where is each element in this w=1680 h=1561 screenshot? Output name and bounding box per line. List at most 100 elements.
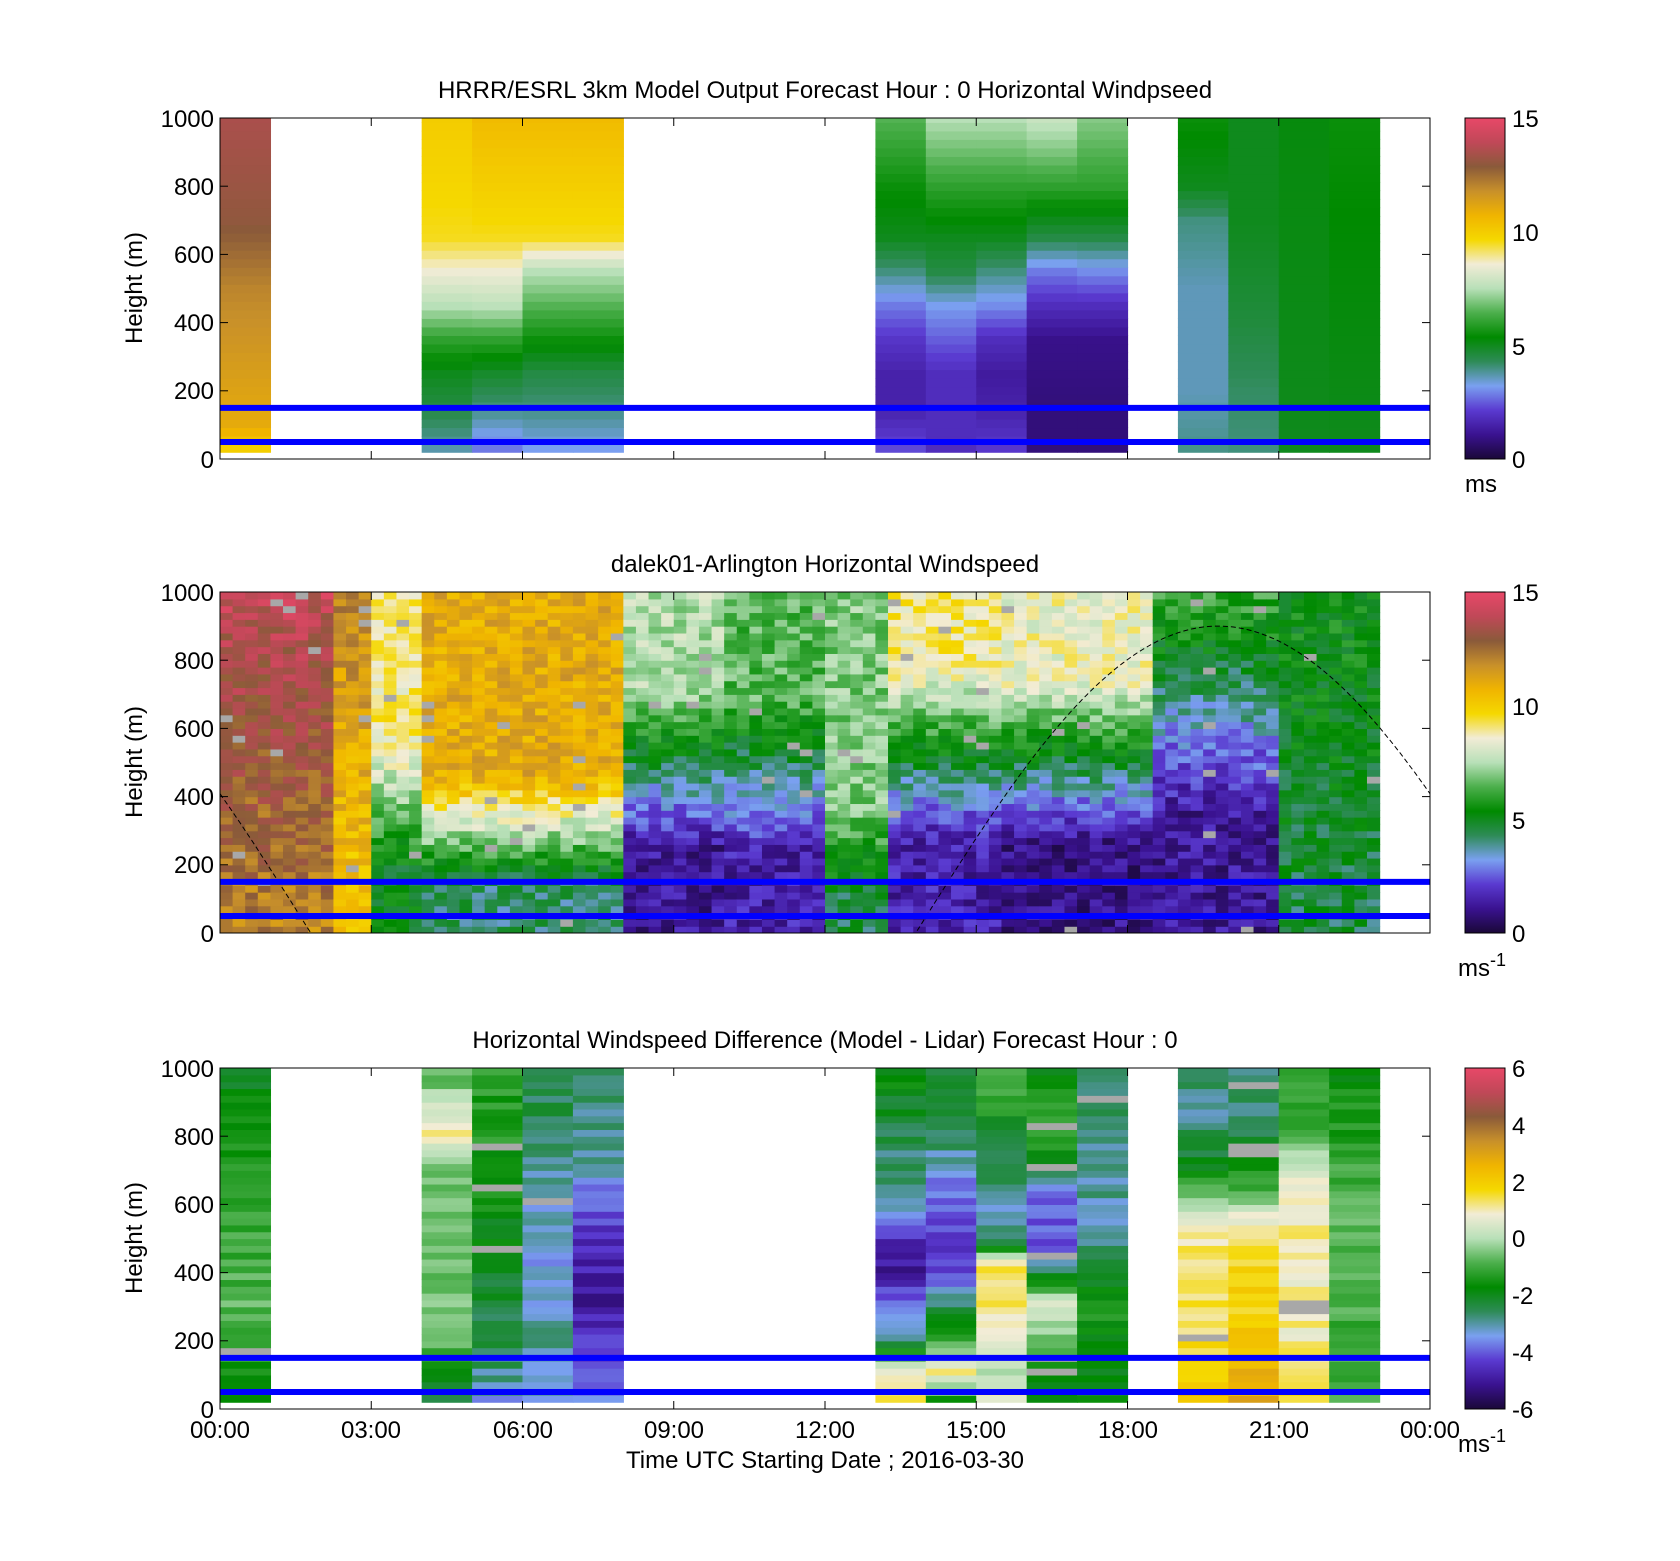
heatmap-cell	[1102, 673, 1116, 682]
heatmap-cell	[484, 769, 498, 777]
heatmap-cell	[396, 592, 410, 600]
heatmap-cell	[963, 646, 977, 654]
heatmap-cell	[1014, 885, 1028, 893]
heatmap-cell	[472, 639, 486, 648]
heatmap-cell	[724, 769, 738, 777]
heatmap-cell	[232, 748, 246, 757]
heatmap-cell	[875, 444, 927, 453]
heatmap-cell	[711, 592, 725, 600]
heatmap-cell	[1177, 837, 1192, 845]
heatmap-cell	[333, 598, 347, 607]
heatmap-cell	[396, 735, 410, 743]
heatmap-cell	[1064, 728, 1078, 736]
heatmap-cell	[1077, 817, 1091, 825]
heatmap-cell	[560, 721, 574, 729]
heatmap-cell	[308, 673, 322, 682]
heatmap-cell	[1152, 905, 1166, 914]
heatmap-cell	[1152, 776, 1166, 784]
heatmap-cell	[1329, 130, 1381, 140]
heatmap-cell	[1215, 612, 1229, 620]
heatmap-cell	[1177, 810, 1192, 818]
heatmap-cell	[925, 694, 940, 702]
heatmap-cell	[888, 851, 902, 859]
heatmap-cell	[1089, 626, 1103, 634]
heatmap-cell	[572, 769, 587, 777]
heatmap-cell	[409, 660, 423, 668]
heatmap-cell	[320, 721, 335, 729]
heatmap-cell	[1240, 653, 1255, 661]
heatmap-cell	[938, 898, 952, 907]
heatmap-cell	[875, 343, 927, 354]
heatmap-cell	[270, 742, 284, 750]
heatmap-cell	[1089, 851, 1103, 859]
heatmap-cell	[509, 612, 524, 620]
heatmap-cell	[383, 919, 398, 927]
heatmap-cell	[1240, 755, 1255, 764]
heatmap-cell	[1303, 735, 1318, 743]
heatmap-cell	[585, 755, 599, 764]
heatmap-cell	[888, 803, 902, 811]
heatmap-cell	[951, 714, 965, 723]
heatmap-cell	[1114, 810, 1129, 818]
heatmap-cell	[736, 694, 750, 702]
heatmap-cell	[1140, 673, 1154, 682]
heatmap-cell	[1203, 632, 1217, 641]
heatmap-cell	[509, 810, 524, 818]
heatmap-cell	[396, 694, 410, 702]
heatmap-cell	[913, 919, 927, 927]
heatmap-cell	[346, 810, 360, 818]
heatmap-cell	[1177, 646, 1192, 654]
heatmap-cell	[761, 721, 776, 729]
heatmap-cell	[308, 680, 322, 689]
heatmap-cell	[988, 830, 1003, 839]
heatmap-cell	[925, 817, 940, 825]
heatmap-cell	[610, 632, 624, 641]
heatmap-cell	[509, 837, 524, 845]
heatmap-cell	[220, 919, 234, 927]
heatmap-cell	[812, 796, 826, 805]
heatmap-cell	[686, 660, 700, 668]
heatmap-cell	[1278, 782, 1292, 791]
heatmap-cell	[320, 926, 335, 933]
heatmap-cell	[635, 653, 650, 661]
heatmap-cell	[257, 721, 272, 729]
heatmap-cell	[1051, 823, 1066, 832]
heatmap-cell	[1152, 857, 1166, 866]
heatmap-cell	[232, 673, 246, 682]
heatmap-cell	[1102, 619, 1116, 627]
heatmap-cell	[724, 830, 738, 839]
heatmap-cell	[1014, 755, 1028, 764]
heatmap-cell	[799, 755, 813, 764]
heatmap-cell	[1316, 728, 1330, 736]
heatmap-cell	[1039, 626, 1053, 634]
heatmap-cell	[1064, 632, 1078, 641]
heatmap-cell	[976, 926, 990, 933]
heatmap-cell	[1215, 660, 1229, 668]
heatmap-cell	[1077, 326, 1129, 336]
heatmap-cell	[850, 660, 864, 668]
heatmap-cell	[547, 776, 561, 784]
heatmap-cell	[560, 919, 574, 927]
heatmap-cell	[875, 782, 889, 791]
heatmap-cell	[825, 612, 839, 620]
heatmap-cell	[938, 735, 952, 743]
heatmap-cell	[220, 444, 272, 453]
heatmap-cell	[761, 898, 776, 907]
heatmap-cell	[1039, 605, 1053, 614]
heatmap-cell	[1177, 892, 1192, 900]
heatmap-cell	[232, 619, 246, 627]
heatmap-cell	[572, 742, 587, 750]
heatmap-cell	[963, 782, 977, 791]
heatmap-cell	[1291, 823, 1305, 832]
heatmap-cell	[761, 673, 776, 682]
heatmap-cell	[900, 639, 914, 648]
heatmap-cell	[724, 803, 738, 811]
heatmap-cell	[572, 673, 587, 682]
heatmap-cell	[963, 626, 977, 634]
heatmap-cell	[963, 898, 977, 907]
heatmap-cell	[623, 728, 637, 736]
heatmap-cell	[1077, 673, 1091, 682]
heatmap-cell	[220, 343, 272, 354]
heatmap-cell	[925, 164, 977, 175]
heatmap-cell	[761, 701, 776, 709]
